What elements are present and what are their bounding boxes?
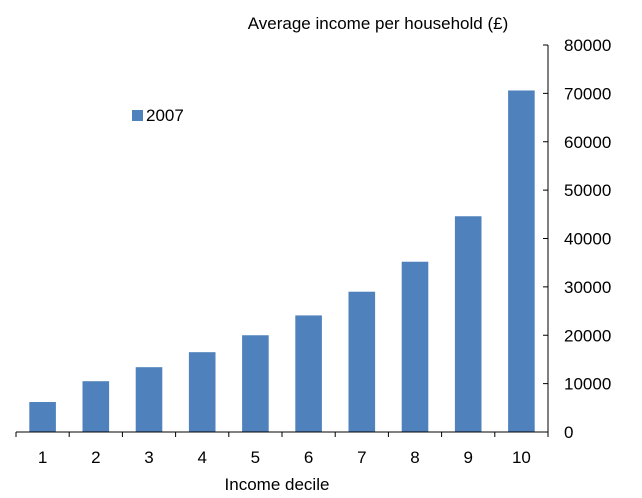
bars-group xyxy=(29,90,535,432)
x-tick-label: 2 xyxy=(91,448,100,467)
bar-decile-7 xyxy=(348,291,376,432)
bar-decile-2 xyxy=(82,381,110,432)
x-tick-label: 3 xyxy=(144,448,153,467)
x-tick-label: 9 xyxy=(463,448,472,467)
y-tick-label: 10000 xyxy=(564,375,611,394)
legend-swatch xyxy=(132,110,143,121)
bar-decile-9 xyxy=(454,216,482,432)
y-tick-label: 0 xyxy=(564,423,573,442)
bar-decile-6 xyxy=(295,315,322,432)
legend-label: 2007 xyxy=(146,106,184,125)
y-tick-label: 40000 xyxy=(564,230,611,249)
x-tick-label: 4 xyxy=(197,448,206,467)
x-tick-label: 8 xyxy=(410,448,419,467)
x-tick-label: 7 xyxy=(357,448,366,467)
x-axis-title: Income decile xyxy=(225,475,330,494)
y-tick-label: 50000 xyxy=(564,181,611,200)
bar-decile-5 xyxy=(242,335,269,432)
x-tick-label: 10 xyxy=(512,448,531,467)
y-tick-label: 30000 xyxy=(564,278,611,297)
bar-decile-4 xyxy=(188,352,216,432)
y-axis-title: Average income per household (£) xyxy=(248,14,509,33)
y-tick-label: 20000 xyxy=(564,326,611,345)
y-tick-label: 60000 xyxy=(564,133,611,152)
legend: 2007 xyxy=(132,106,184,125)
bar-decile-3 xyxy=(135,367,163,432)
y-ticks-group: 0 10000 20000 30000 40000 50000 60000 70000 8000… xyxy=(543,36,611,442)
x-ticks-group: 1 2 3 4 5 6 7 8 9 10 xyxy=(15,432,549,467)
bar-decile-8 xyxy=(401,261,429,432)
y-tick-label: 70000 xyxy=(564,84,611,103)
y-tick-label: 80000 xyxy=(564,36,611,55)
x-tick-label: 6 xyxy=(304,448,313,467)
x-tick-label: 1 xyxy=(38,448,47,467)
bar-decile-10 xyxy=(508,90,535,432)
x-tick-label: 5 xyxy=(251,448,260,467)
bar-decile-1 xyxy=(29,402,56,432)
